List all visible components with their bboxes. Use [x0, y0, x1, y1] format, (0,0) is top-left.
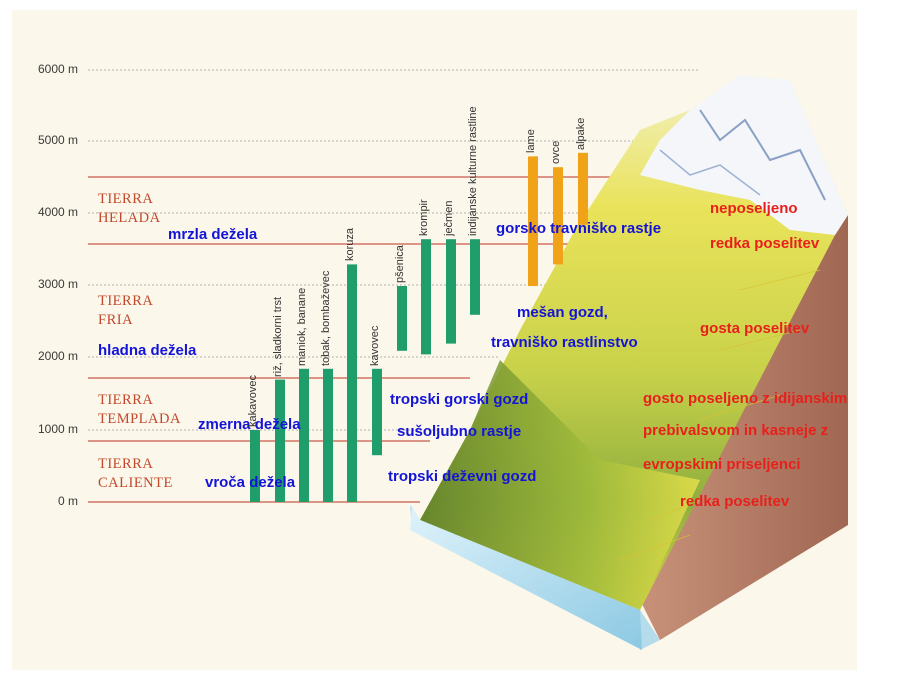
zone-caliente-line2: CALIENTE: [98, 475, 173, 491]
crop-bar: [446, 239, 456, 344]
crop-bar-label: alpake: [575, 117, 587, 150]
label-gosto-poseljeno-3: evropskimi priseljenci: [643, 456, 801, 473]
crop-bar: [421, 239, 431, 355]
crop-bar: [299, 368, 309, 502]
crop-bar-label: riž, sladkorni trst: [272, 296, 284, 377]
zone-helada-line1: TIERRA: [98, 191, 154, 207]
label-neposeljeno: neposeljeno: [710, 200, 798, 217]
axis-label-5000: 5000 m: [37, 133, 78, 147]
label-travnisko-rastlinstvo: travniško rastlinstvo: [491, 334, 638, 351]
zone-fria-line1: TIERRA: [98, 293, 154, 309]
crop-bar: [397, 286, 407, 351]
crop-bar-label: lame: [525, 129, 537, 154]
crop-bar-label: koruza: [344, 228, 356, 262]
crop-bar-label: ječmen: [443, 200, 455, 237]
label-hladna-dezela: hladna dežela: [98, 342, 197, 359]
axis-label-1000: 1000 m: [37, 422, 78, 436]
crop-bar: [528, 156, 538, 286]
mountain-illustration: [410, 75, 848, 650]
label-vroca-dezela: vroča dežela: [205, 474, 296, 491]
zone-templada-line1: TIERRA: [98, 392, 154, 408]
crop-bar: [578, 152, 588, 225]
crop-bar: [323, 368, 333, 502]
crop-bar-label: kavovec: [369, 325, 381, 366]
axis-label-2000: 2000 m: [37, 349, 78, 363]
crop-bar-label: ovce: [550, 140, 562, 165]
zone-helada: TIERRA HELADA: [98, 190, 161, 228]
axis-label-4000: 4000 m: [37, 205, 78, 219]
zone-fria-line2: FRIA: [98, 312, 134, 328]
crop-bar-label: indijanske kulturne rastline: [467, 106, 479, 237]
axis-label-0: 0 m: [57, 494, 78, 508]
axis-label-3000: 3000 m: [37, 277, 78, 291]
crop-bar: [553, 167, 563, 265]
crop-bar-label: kakavovec: [247, 375, 259, 427]
label-mesan-gozd: mešan gozd,: [517, 304, 608, 321]
label-tropski-dezevni-gozd: tropski deževni gozd: [388, 468, 537, 485]
label-zmerna-dezela: zmerna dežela: [198, 416, 301, 433]
crop-bar: [275, 379, 285, 502]
zone-caliente: TIERRA CALIENTE: [98, 455, 173, 493]
crop-bar: [470, 239, 480, 315]
zone-templada: TIERRA TEMPLADA: [98, 391, 181, 429]
crop-bar: [372, 368, 382, 456]
crop-bar-label: krompir: [418, 199, 430, 237]
label-gosta-poselitev: gosta poselitev: [700, 320, 810, 337]
dotted-gridlines: [88, 69, 700, 431]
label-susoljubno-rastje: sušoljubno rastje: [397, 423, 522, 440]
zone-fria: TIERRA FRIA: [98, 292, 153, 330]
label-mrzla-dezela: mrzla dežela: [168, 226, 258, 243]
crop-bars: [250, 152, 588, 502]
axis-label-6000: 6000 m: [37, 62, 78, 76]
zone-templada-line2: TEMPLADA: [98, 411, 181, 427]
label-gorsko-travnisko-rastje: gorsko travniško rastje: [496, 220, 662, 237]
crop-bar-label: maniok, banane: [296, 287, 308, 366]
label-gosto-poseljeno-2: prebivalsvom in kasneje z: [643, 422, 829, 439]
zone-helada-line2: HELADA: [98, 210, 161, 226]
crop-bar-label: tobak, bombaževec: [320, 270, 332, 366]
label-redka-poselitev-top: redka poselitev: [710, 235, 820, 252]
label-redka-poselitev-bottom: redka poselitev: [680, 493, 790, 510]
crop-bar: [347, 264, 357, 502]
crop-bar: [250, 430, 260, 502]
zone-caliente-line1: TIERRA: [98, 456, 154, 472]
label-gosto-poseljeno-1: gosto poseljeno z idijanskim: [643, 390, 848, 407]
crop-bar-label: pšenica: [394, 245, 406, 283]
label-tropski-gorski-gozd: tropski gorski gozd: [390, 391, 529, 408]
